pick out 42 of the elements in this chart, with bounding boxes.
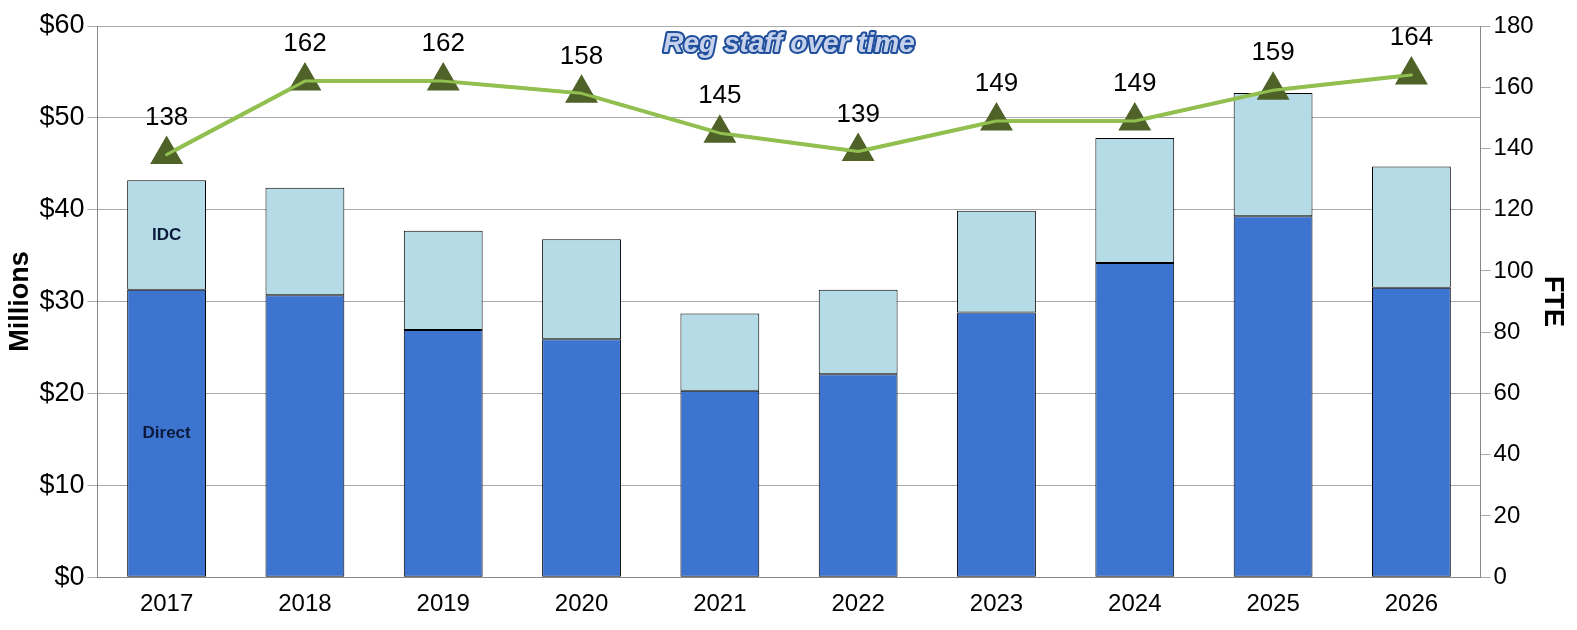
y-tick-label: $20: [39, 376, 85, 407]
data-label: 162: [283, 27, 327, 58]
x-tick-label: 2022: [831, 589, 885, 617]
data-label: 149: [1113, 67, 1157, 98]
x-tick-label: 2017: [139, 589, 194, 617]
x-tick-label: 2021: [693, 589, 747, 617]
data-label: 149: [974, 67, 1019, 98]
data-label: 164: [1389, 21, 1434, 52]
chart-title: Reg staff over time: [663, 26, 915, 58]
x-tick-label: 2023: [969, 589, 1024, 617]
y2-tick-label: 60: [1493, 378, 1521, 406]
data-label: 158: [559, 39, 604, 70]
y2-tick-label: 100: [1493, 255, 1534, 283]
y-tick-label: $60: [39, 9, 85, 40]
data-label: 159: [1251, 36, 1295, 67]
y-tick-label: $40: [39, 193, 85, 224]
y2-tick-label: 20: [1493, 500, 1521, 528]
y-tick-label: $50: [39, 101, 85, 132]
y2-tick-label: 180: [1493, 10, 1534, 38]
y2-axis-title: FTE: [1539, 276, 1570, 328]
y-axis-title: Millions: [3, 251, 34, 352]
x-tick-label: 2018: [278, 589, 332, 617]
x-tick-label: 2024: [1108, 589, 1162, 617]
series-label: Direct: [142, 422, 192, 442]
y2-tick-label: 120: [1493, 194, 1534, 222]
series-label: IDC: [151, 224, 182, 244]
y2-tick-label: 160: [1493, 71, 1534, 99]
x-tick-label: 2019: [416, 589, 470, 617]
y2-tick-label: 80: [1493, 316, 1521, 344]
x-tick-label: 2020: [554, 589, 609, 617]
y2-tick-label: 40: [1493, 439, 1521, 467]
y2-tick-label: 140: [1493, 133, 1534, 161]
y-tick-label: $10: [39, 468, 85, 499]
y-tick-label: $30: [39, 285, 85, 316]
data-label: 138: [144, 100, 189, 131]
data-label: 145: [698, 79, 742, 110]
y-tick-label: $0: [54, 560, 85, 591]
x-tick-label: 2025: [1246, 589, 1300, 617]
data-label: 139: [836, 97, 880, 128]
x-tick-label: 2026: [1384, 589, 1439, 617]
y2-tick-label: 0: [1493, 561, 1507, 589]
data-label: 162: [421, 27, 465, 58]
